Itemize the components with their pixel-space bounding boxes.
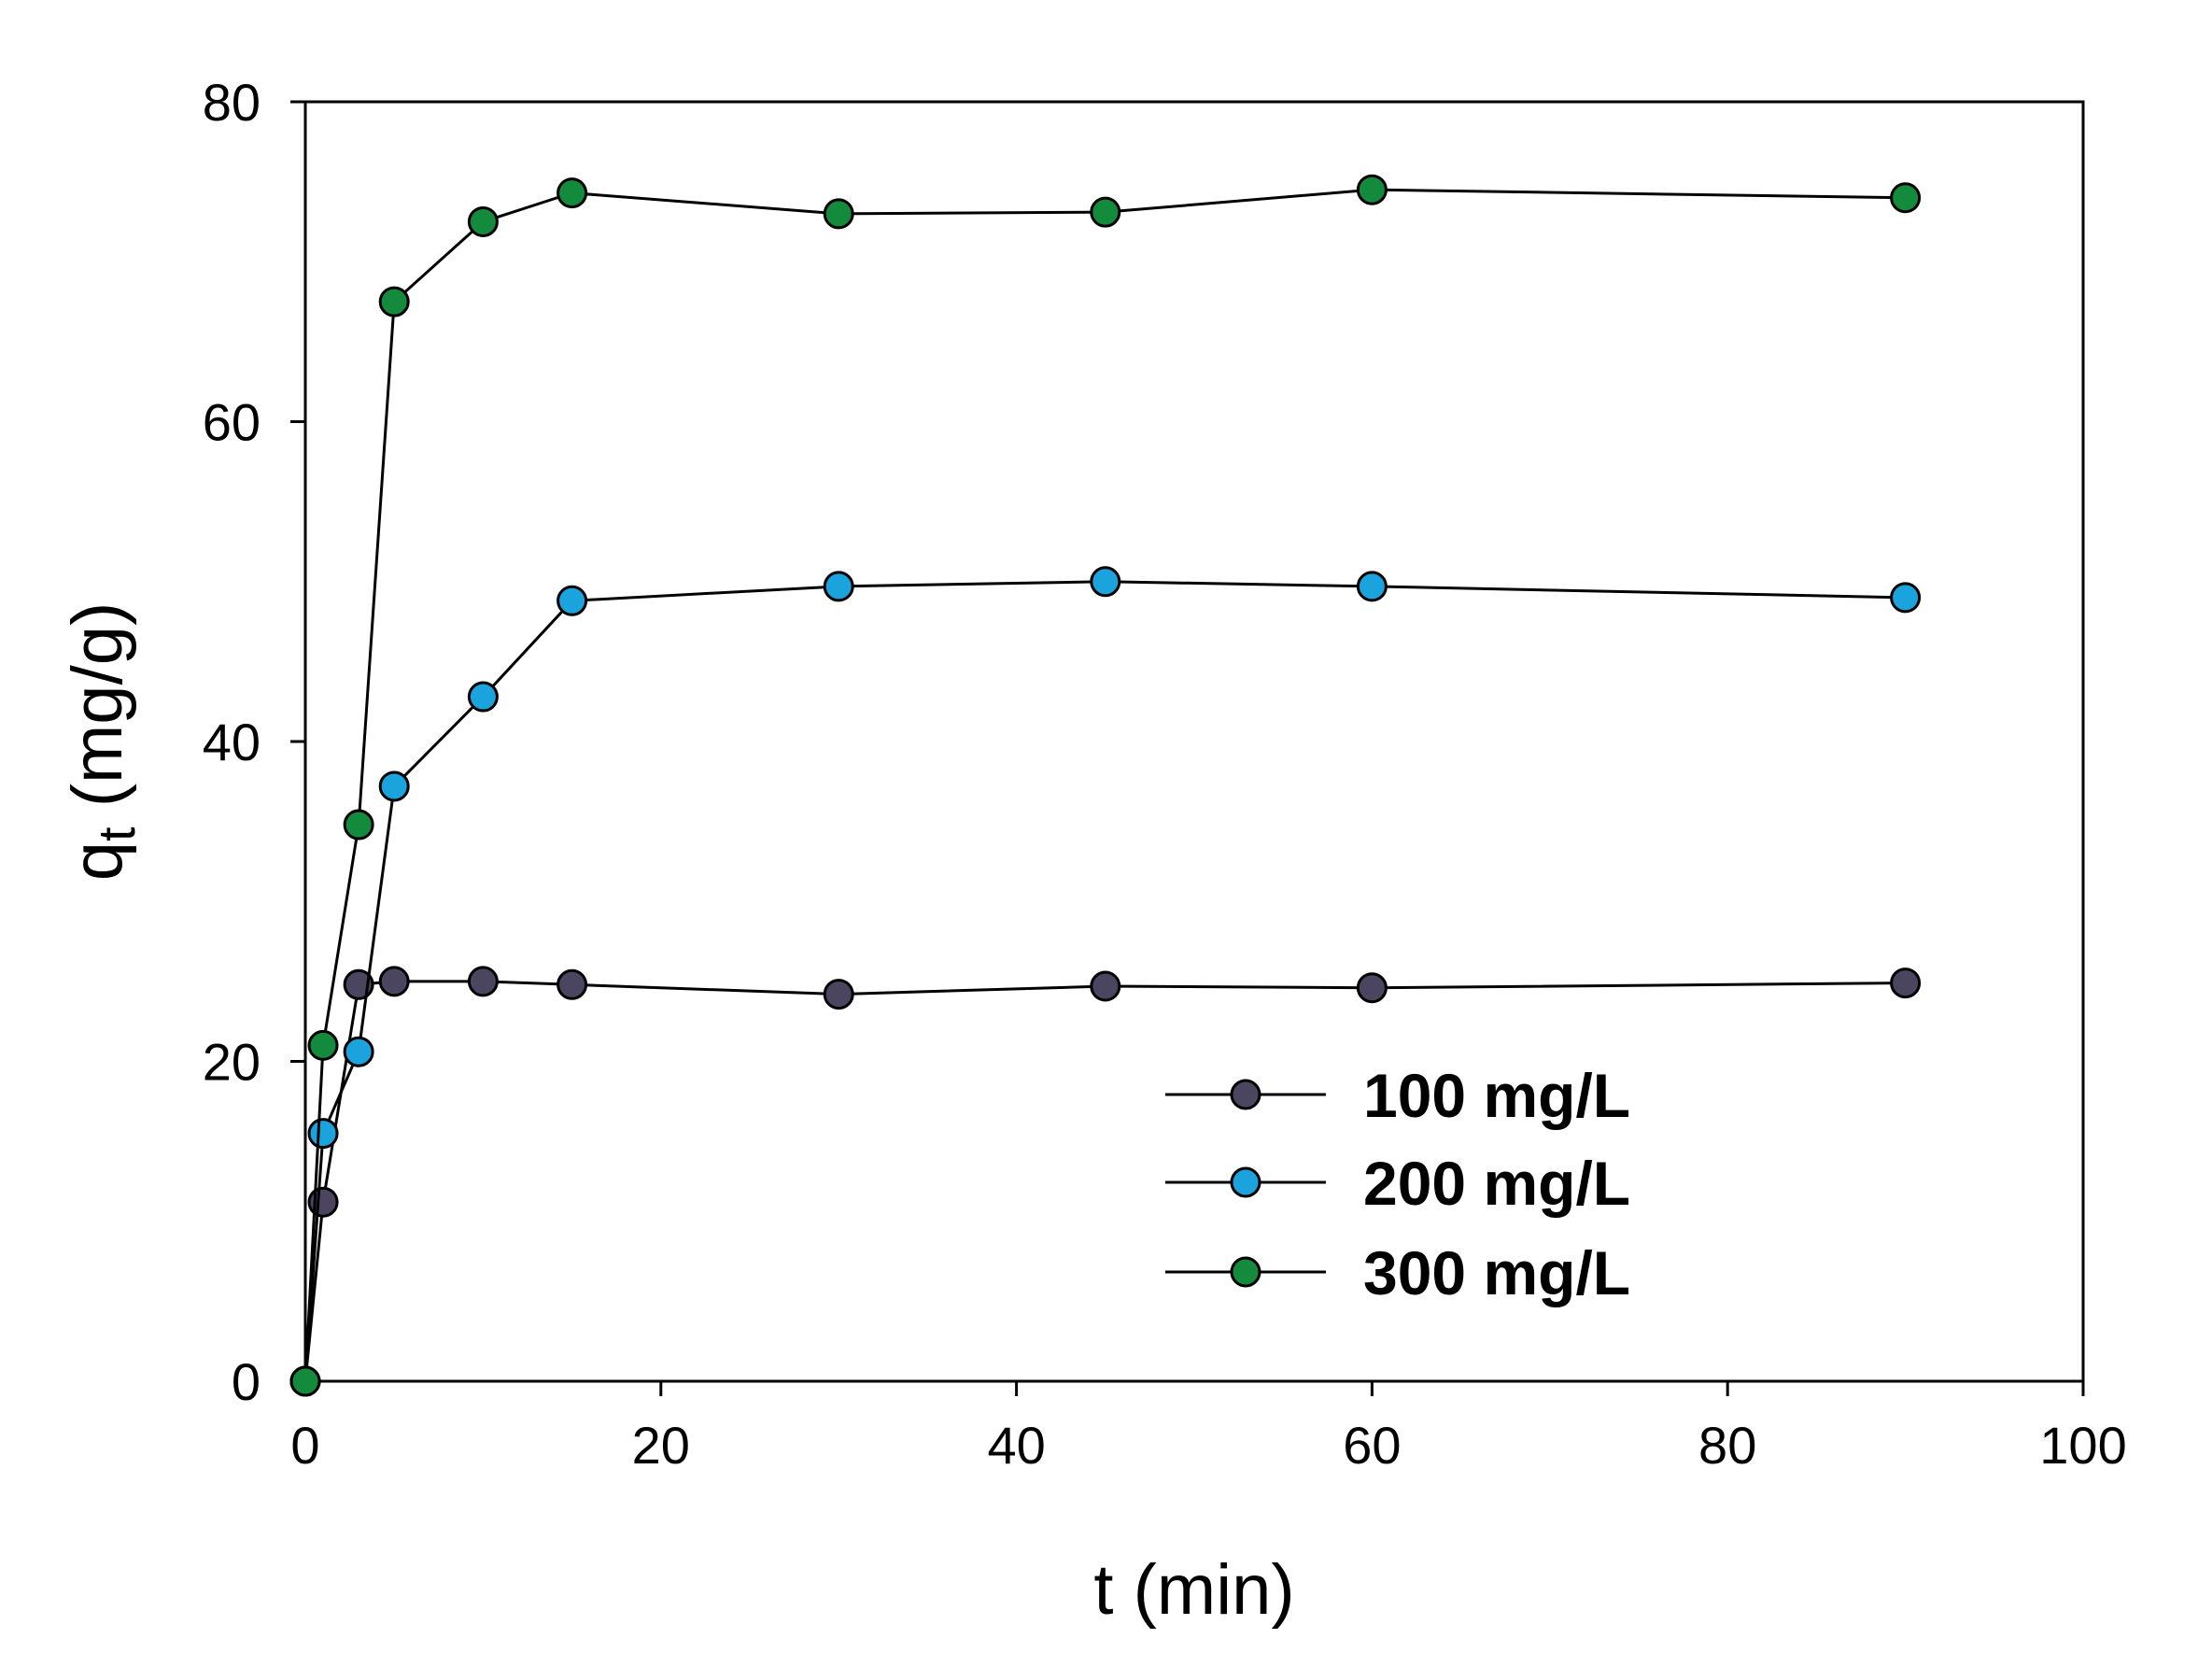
y-tick-label: 0	[232, 1352, 261, 1411]
data-point	[307, 1118, 339, 1150]
y-axis-title-subscript: t	[87, 826, 146, 841]
data-point	[343, 809, 374, 841]
data-point	[467, 966, 499, 997]
data-point	[378, 770, 410, 802]
data-point	[823, 198, 854, 230]
legend-entry: 100 mg/L	[1165, 1061, 1630, 1130]
plot-frame	[303, 100, 2085, 1383]
y-tick-label: 80	[203, 73, 261, 132]
axes	[303, 100, 2085, 1383]
x-tick-label: 80	[1698, 1416, 1756, 1475]
legend-marker	[1230, 1166, 1261, 1198]
x-axis-title: t (min)	[1093, 1550, 1294, 1630]
data-point	[557, 177, 588, 209]
x-tick-label: 40	[987, 1416, 1045, 1475]
legend-label: 200 mg/L	[1363, 1149, 1630, 1218]
data-point	[1090, 566, 1121, 598]
data-point	[823, 979, 854, 1010]
legend-marker	[1230, 1079, 1261, 1110]
series-0	[289, 966, 1922, 1397]
legend-entry: 300 mg/L	[1165, 1238, 1630, 1307]
y-axis-title-unit: (mg/g)	[58, 602, 137, 827]
legend: 100 mg/L 200 mg/L 300 mg/L	[1165, 1061, 1630, 1307]
x-tick-label: 60	[1343, 1416, 1401, 1475]
x-tick-label: 100	[2039, 1416, 2126, 1475]
data-point	[307, 1029, 339, 1061]
data-point	[557, 968, 588, 1000]
ticks: 0 20 40 60 80 100 0 20 40 60 80	[203, 73, 2127, 1475]
series-line	[303, 188, 1906, 1382]
data-point	[378, 966, 410, 997]
series-2	[289, 174, 1922, 1397]
data-point	[289, 1365, 321, 1397]
data-point	[1356, 571, 1388, 602]
legend-entry: 200 mg/L	[1165, 1149, 1630, 1218]
data-point	[1090, 970, 1121, 1002]
data-point	[467, 681, 499, 713]
series-line	[303, 580, 1906, 1382]
data-point	[467, 205, 499, 237]
data-point	[1890, 182, 1922, 214]
legend-label: 100 mg/L	[1363, 1061, 1630, 1130]
data-point	[343, 1036, 374, 1067]
series-line	[303, 980, 1906, 1382]
data-point	[1890, 968, 1922, 999]
data-point	[557, 585, 588, 616]
y-tick-label: 20	[203, 1033, 261, 1092]
data-point	[1356, 972, 1388, 1004]
y-tick-label: 40	[203, 713, 261, 771]
y-axis-title-main: q	[58, 841, 137, 881]
data-point	[823, 571, 854, 602]
x-tick-label: 0	[290, 1416, 319, 1475]
data-point	[1890, 582, 1922, 614]
y-axis-title: qt (mg/g)	[58, 602, 146, 882]
data-point	[378, 286, 410, 318]
series-layer	[289, 174, 1922, 1397]
y-tick-label: 60	[203, 393, 261, 452]
data-point	[1356, 174, 1388, 205]
legend-marker	[1230, 1256, 1261, 1288]
x-tick-label: 20	[632, 1416, 690, 1475]
data-point	[1090, 196, 1121, 228]
legend-label: 300 mg/L	[1363, 1238, 1630, 1307]
